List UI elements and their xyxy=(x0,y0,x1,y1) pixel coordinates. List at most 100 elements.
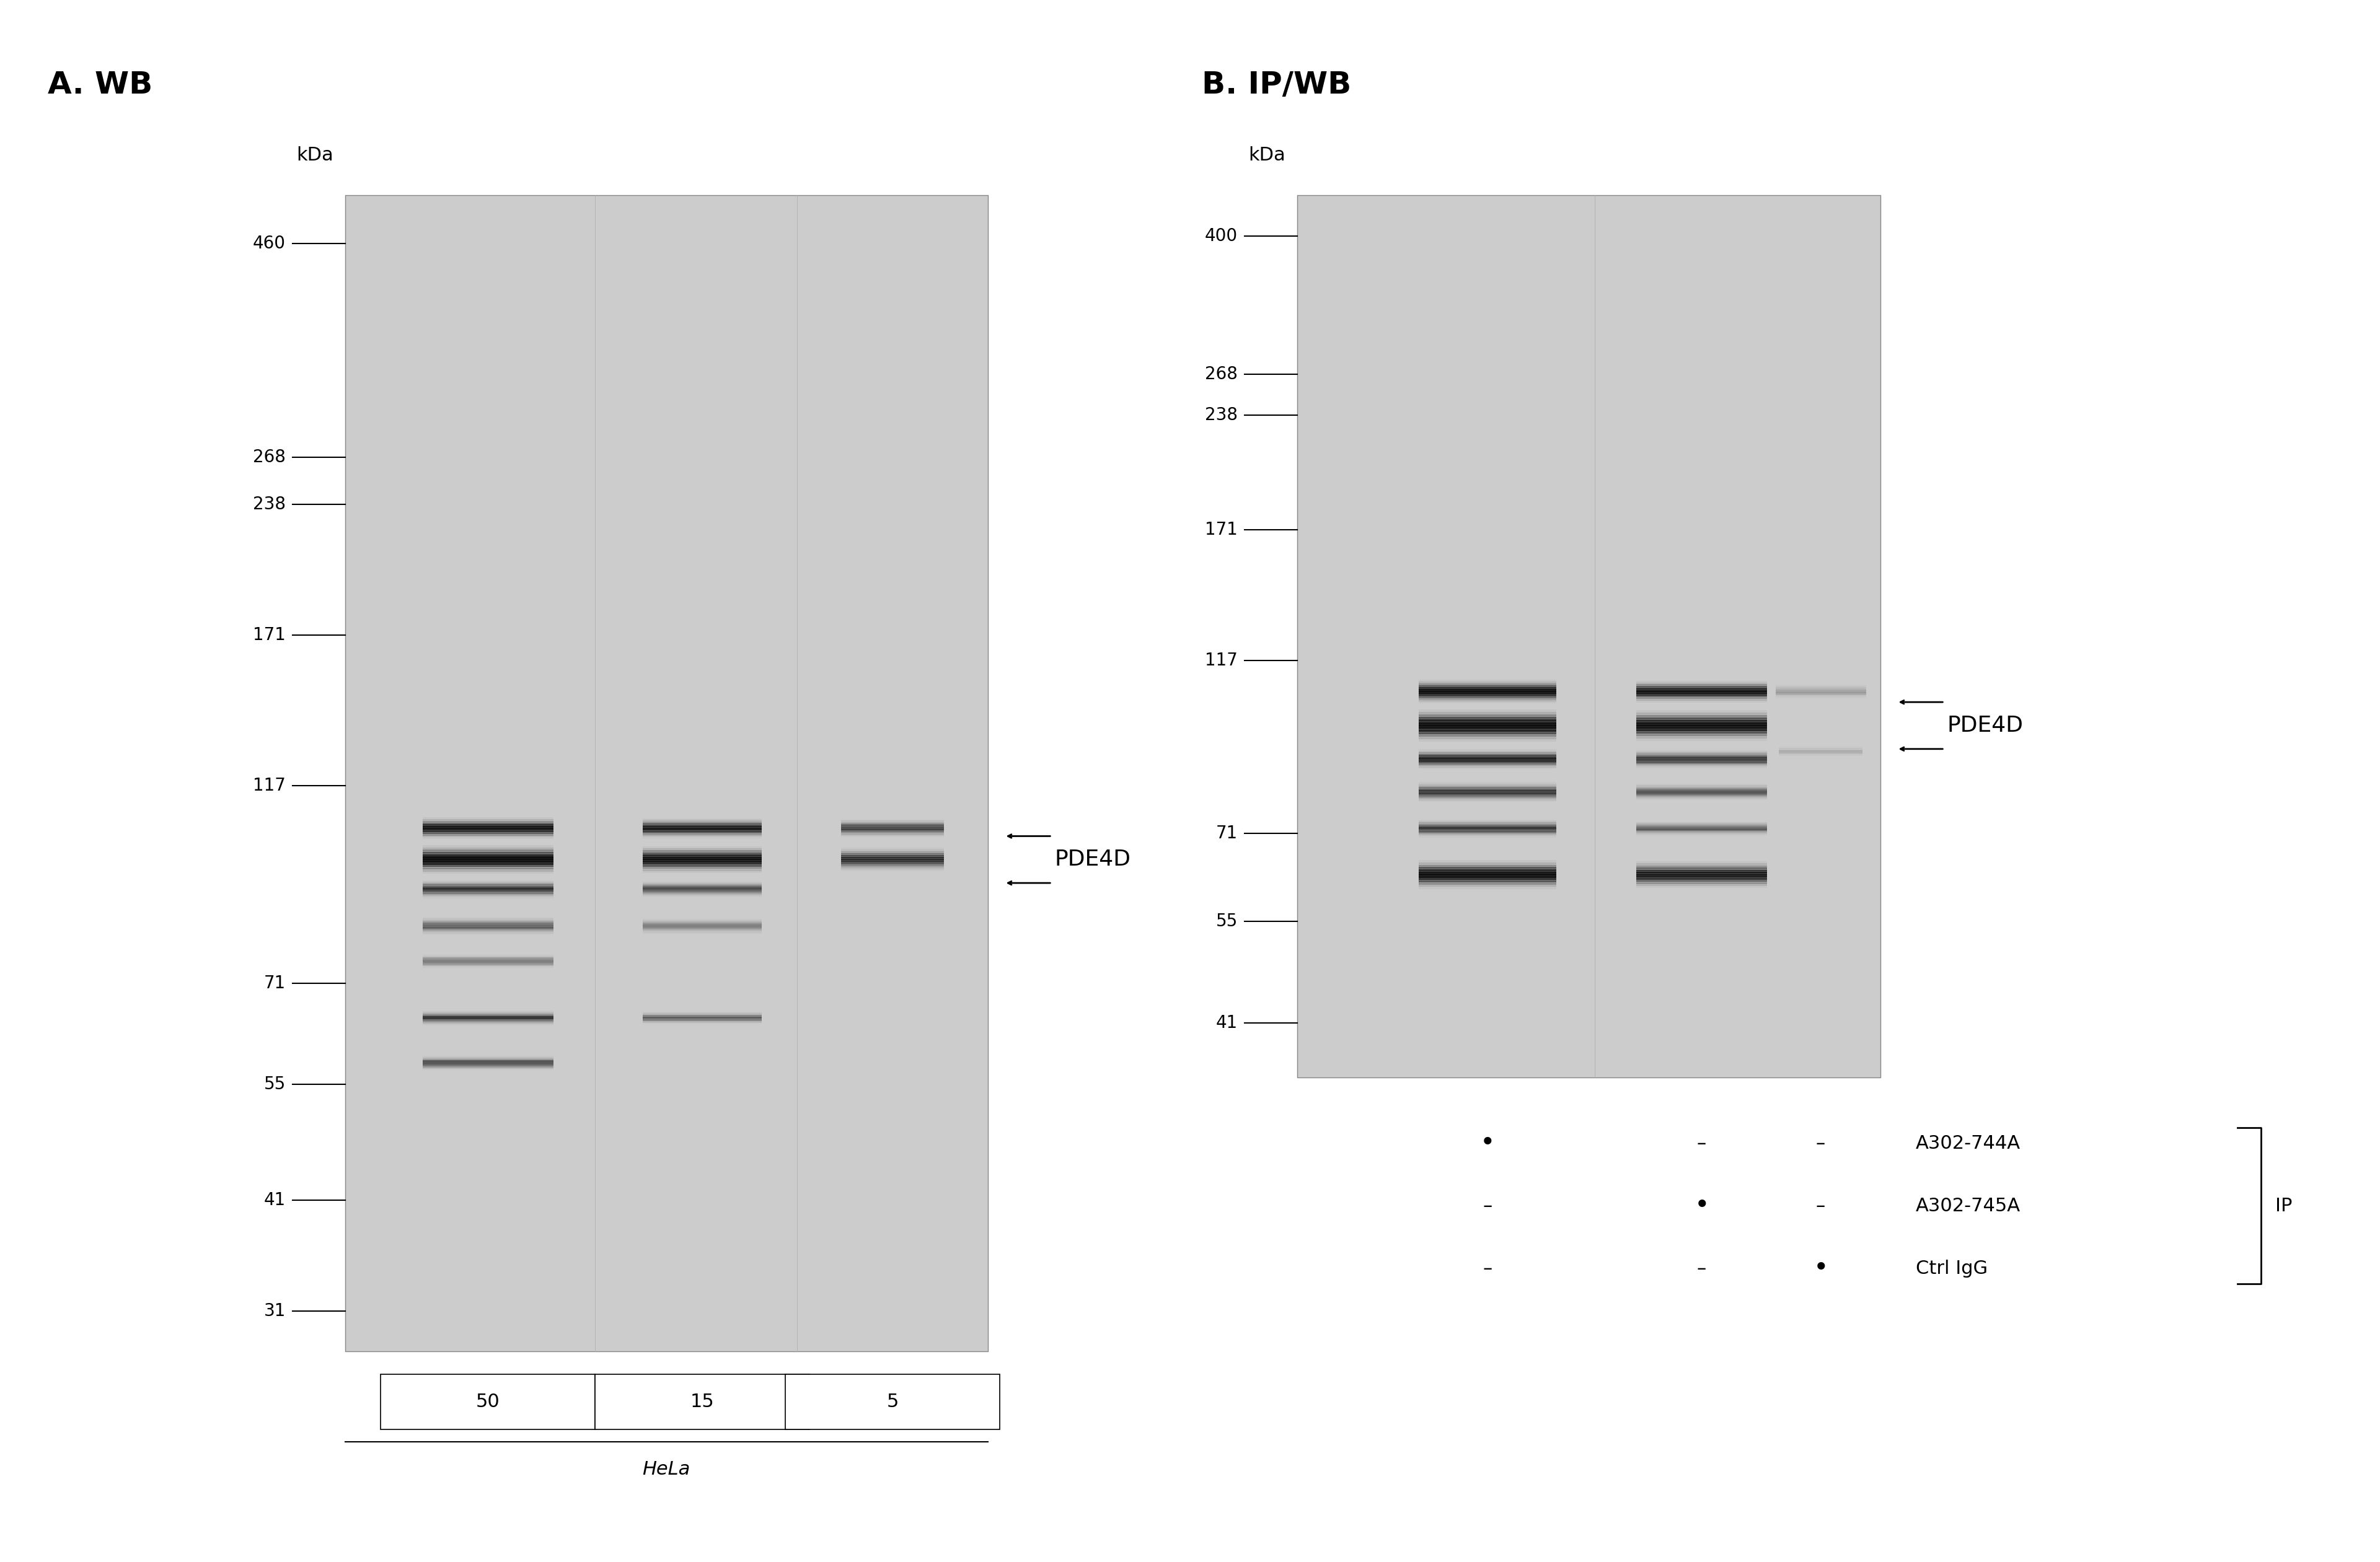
Bar xyxy=(643,922,762,923)
Bar xyxy=(1775,684,1866,686)
Bar xyxy=(840,848,942,851)
Bar xyxy=(643,847,762,850)
Bar xyxy=(840,858,942,861)
Bar xyxy=(421,892,552,893)
Text: A302-745A: A302-745A xyxy=(1916,1196,2021,1215)
Bar xyxy=(1637,698,1766,701)
Bar xyxy=(1637,793,1766,795)
Bar xyxy=(1418,733,1557,737)
Text: 117: 117 xyxy=(1204,651,1238,670)
Bar xyxy=(421,1012,552,1014)
Bar xyxy=(381,1375,595,1429)
Bar xyxy=(421,1017,552,1018)
Bar xyxy=(840,834,942,837)
Bar xyxy=(421,889,552,890)
Bar xyxy=(1418,876,1557,879)
Bar xyxy=(1418,751,1557,753)
Bar xyxy=(421,825,552,826)
Bar xyxy=(1418,697,1557,700)
Bar xyxy=(840,833,942,834)
Bar xyxy=(1418,728,1557,731)
Bar xyxy=(421,1059,552,1061)
Bar xyxy=(1418,789,1557,790)
Bar xyxy=(1637,831,1766,834)
Bar xyxy=(840,861,942,864)
Bar xyxy=(1637,878,1766,881)
Bar xyxy=(643,886,762,889)
Bar xyxy=(1418,709,1557,714)
Bar xyxy=(421,962,552,964)
Bar xyxy=(643,831,762,834)
Bar xyxy=(1637,715,1766,719)
Bar xyxy=(1637,762,1766,765)
Bar xyxy=(1418,800,1557,801)
Bar xyxy=(1418,784,1557,786)
Bar xyxy=(1418,798,1557,800)
Bar xyxy=(1637,884,1766,889)
Bar xyxy=(1418,687,1557,690)
Bar xyxy=(643,1020,762,1022)
Bar xyxy=(1418,759,1557,761)
Bar xyxy=(421,959,552,961)
Bar xyxy=(1418,790,1557,792)
Bar xyxy=(643,881,762,883)
Bar xyxy=(421,881,552,883)
Bar xyxy=(1637,754,1766,758)
Bar xyxy=(1637,753,1766,756)
Bar xyxy=(1418,787,1557,789)
Bar xyxy=(1637,700,1766,703)
Bar xyxy=(421,836,552,839)
Bar xyxy=(1418,756,1557,758)
Bar xyxy=(1418,861,1557,864)
Bar xyxy=(643,1015,762,1017)
Bar xyxy=(1418,829,1557,833)
Bar xyxy=(1637,759,1766,761)
Bar xyxy=(421,1057,552,1061)
Text: –: – xyxy=(1816,1134,1825,1153)
Bar xyxy=(643,920,762,923)
Bar xyxy=(595,1375,809,1429)
Bar xyxy=(1418,783,1557,784)
Bar xyxy=(1418,764,1557,765)
Bar xyxy=(1637,733,1766,736)
Bar xyxy=(1418,834,1557,836)
Bar xyxy=(840,818,942,822)
Bar xyxy=(1637,686,1766,689)
Bar xyxy=(840,859,942,862)
Bar xyxy=(1637,828,1766,829)
Bar xyxy=(840,828,942,829)
Text: 400: 400 xyxy=(1204,228,1238,245)
Bar xyxy=(1775,695,1866,697)
Bar xyxy=(1418,795,1557,797)
Bar xyxy=(1637,684,1766,687)
Bar xyxy=(421,856,552,861)
Bar xyxy=(421,881,552,884)
Bar xyxy=(1637,795,1766,798)
Bar xyxy=(1637,751,1766,754)
Bar xyxy=(421,1020,552,1022)
Bar xyxy=(1418,833,1557,834)
Bar xyxy=(643,818,762,822)
Bar xyxy=(1418,767,1557,769)
Bar xyxy=(643,1017,762,1020)
Bar xyxy=(421,1022,552,1023)
Bar xyxy=(643,1012,762,1014)
Bar xyxy=(1775,695,1866,698)
Bar xyxy=(1418,729,1557,734)
Bar xyxy=(421,1065,552,1068)
Bar xyxy=(643,895,762,897)
Bar xyxy=(1637,864,1766,867)
Bar xyxy=(1418,823,1557,826)
Bar xyxy=(1637,722,1766,726)
Bar xyxy=(1418,765,1557,767)
Bar xyxy=(1775,694,1866,695)
Bar xyxy=(421,1014,552,1015)
Bar xyxy=(421,834,552,837)
Bar xyxy=(1418,698,1557,701)
Bar xyxy=(1418,822,1557,825)
Bar xyxy=(643,933,762,934)
Bar xyxy=(643,926,762,929)
Bar xyxy=(1637,826,1766,829)
Text: A. WB: A. WB xyxy=(48,70,152,100)
Bar xyxy=(840,834,942,836)
